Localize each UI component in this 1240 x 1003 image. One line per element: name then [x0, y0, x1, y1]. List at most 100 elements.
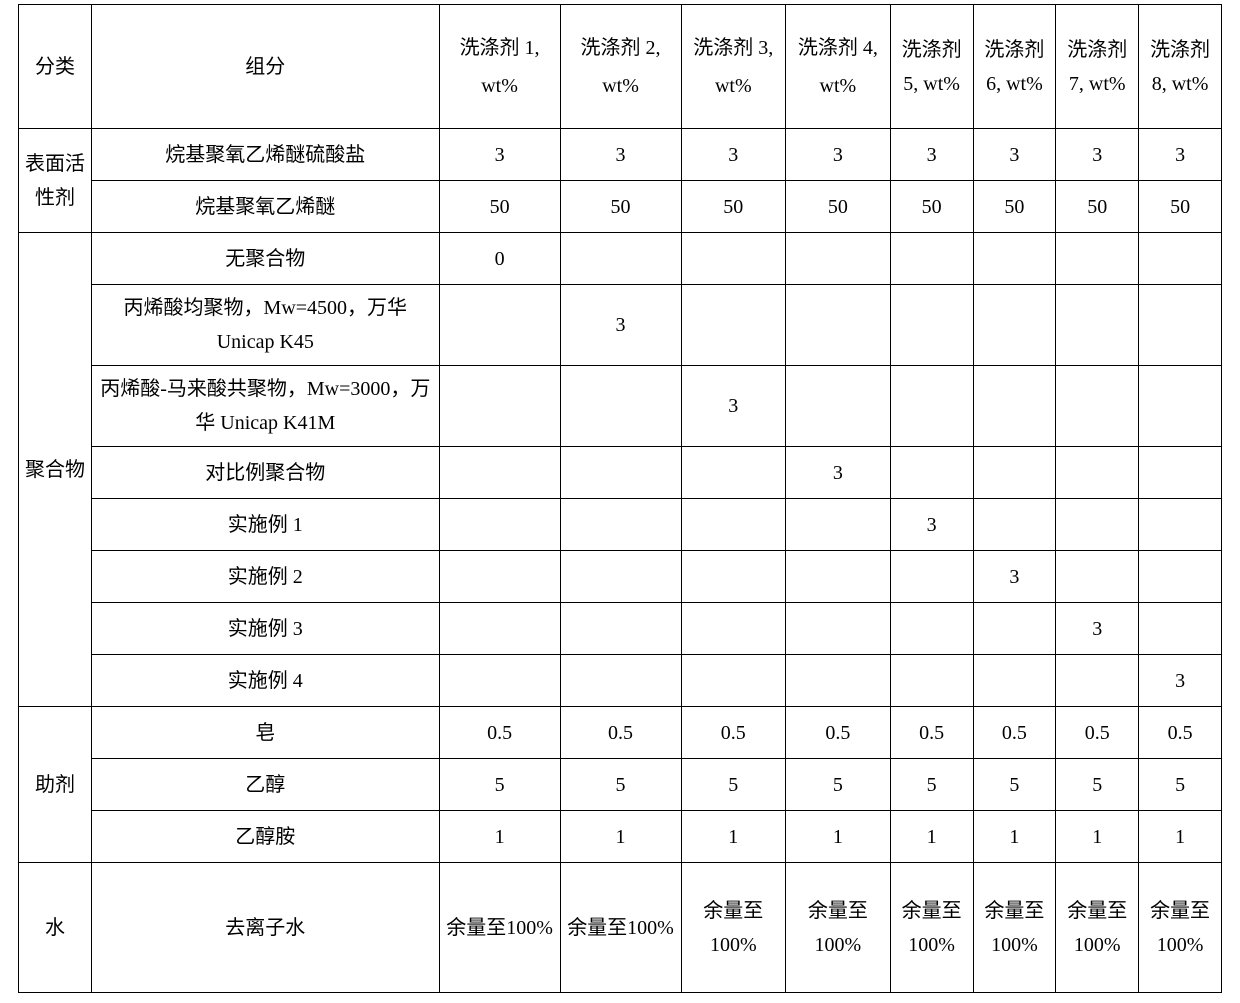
data-cell: [1056, 366, 1139, 447]
data-cell: [681, 285, 786, 366]
data-cell: 5: [681, 759, 786, 811]
component-cell: 无聚合物: [92, 233, 440, 285]
data-cell: [786, 233, 891, 285]
data-cell: [1056, 285, 1139, 366]
data-cell: [890, 447, 973, 499]
data-cell: [890, 366, 973, 447]
data-cell: 3: [786, 447, 891, 499]
data-cell: 50: [1056, 181, 1139, 233]
data-cell: 0.5: [439, 707, 560, 759]
data-cell: [439, 366, 560, 447]
data-cell: 1: [1139, 811, 1222, 863]
data-cell: 50: [973, 181, 1056, 233]
data-cell: [786, 366, 891, 447]
col-header-8: 洗涤剂 8, wt%: [1139, 5, 1222, 129]
data-cell: [560, 447, 681, 499]
data-cell: [890, 285, 973, 366]
col-header-5: 洗涤剂 5, wt%: [890, 5, 973, 129]
group-auxiliary: 助剂: [19, 707, 92, 863]
data-cell: 0.5: [1139, 707, 1222, 759]
component-cell: 对比例聚合物: [92, 447, 440, 499]
data-cell: 0.5: [560, 707, 681, 759]
component-cell: 烷基聚氧乙烯醚: [92, 181, 440, 233]
data-cell: 3: [1056, 603, 1139, 655]
data-cell: [786, 499, 891, 551]
group-surfactant: 表面活性剂: [19, 129, 92, 233]
data-cell: [890, 551, 973, 603]
data-cell: 3: [973, 129, 1056, 181]
data-cell: 5: [1056, 759, 1139, 811]
table-container: 分类 组分 洗涤剂 1, wt% 洗涤剂 2, wt% 洗涤剂 3, wt% 洗…: [18, 4, 1222, 993]
data-cell: [681, 499, 786, 551]
data-cell: 3: [560, 129, 681, 181]
data-cell: 3: [1056, 129, 1139, 181]
data-cell: 余量至100%: [1056, 863, 1139, 993]
col-header-category: 分类: [19, 5, 92, 129]
data-cell: 1: [786, 811, 891, 863]
component-cell: 乙醇胺: [92, 811, 440, 863]
data-cell: 5: [1139, 759, 1222, 811]
data-cell: 50: [1139, 181, 1222, 233]
data-cell: 5: [890, 759, 973, 811]
data-cell: [681, 655, 786, 707]
data-cell: [973, 366, 1056, 447]
data-cell: [1139, 366, 1222, 447]
data-cell: 余量至100%: [1139, 863, 1222, 993]
table-row: 水 去离子水 余量至100% 余量至100% 余量至100% 余量至100% 余…: [19, 863, 1222, 993]
data-cell: 5: [973, 759, 1056, 811]
col-header-4: 洗涤剂 4, wt%: [786, 5, 891, 129]
group-water: 水: [19, 863, 92, 993]
data-cell: 1: [1056, 811, 1139, 863]
table-row: 乙醇胺 1 1 1 1 1 1 1 1: [19, 811, 1222, 863]
data-cell: [560, 551, 681, 603]
data-cell: 0.5: [786, 707, 891, 759]
component-cell: 丙烯酸-马来酸共聚物，Mw=3000，万华 Unicap K41M: [92, 366, 440, 447]
data-cell: 1: [560, 811, 681, 863]
data-cell: [1056, 233, 1139, 285]
table-row: 表面活性剂 烷基聚氧乙烯醚硫酸盐 3 3 3 3 3 3 3 3: [19, 129, 1222, 181]
component-cell: 实施例 3: [92, 603, 440, 655]
data-cell: [1139, 551, 1222, 603]
data-cell: 0: [439, 233, 560, 285]
table-row: 对比例聚合物 3: [19, 447, 1222, 499]
data-cell: 50: [890, 181, 973, 233]
data-cell: [890, 233, 973, 285]
data-cell: [973, 233, 1056, 285]
data-cell: 余量至100%: [560, 863, 681, 993]
component-cell: 丙烯酸均聚物，Mw=4500，万华 Unicap K45: [92, 285, 440, 366]
table-row: 烷基聚氧乙烯醚 50 50 50 50 50 50 50 50: [19, 181, 1222, 233]
data-cell: [560, 233, 681, 285]
data-cell: 1: [890, 811, 973, 863]
component-cell: 皂: [92, 707, 440, 759]
data-cell: [1056, 551, 1139, 603]
data-cell: 50: [439, 181, 560, 233]
data-cell: [439, 551, 560, 603]
data-cell: [786, 603, 891, 655]
table-row: 实施例 4 3: [19, 655, 1222, 707]
data-cell: 1: [439, 811, 560, 863]
data-cell: 3: [973, 551, 1056, 603]
data-cell: 3: [1139, 655, 1222, 707]
data-cell: [439, 655, 560, 707]
data-cell: 3: [890, 129, 973, 181]
data-cell: [560, 499, 681, 551]
data-cell: 余量至100%: [890, 863, 973, 993]
table-row: 丙烯酸均聚物，Mw=4500，万华 Unicap K45 3: [19, 285, 1222, 366]
table-header: 分类 组分 洗涤剂 1, wt% 洗涤剂 2, wt% 洗涤剂 3, wt% 洗…: [19, 5, 1222, 129]
data-cell: 1: [681, 811, 786, 863]
table-row: 实施例 3 3: [19, 603, 1222, 655]
col-header-3: 洗涤剂 3, wt%: [681, 5, 786, 129]
data-cell: [1139, 233, 1222, 285]
data-cell: 余量至100%: [786, 863, 891, 993]
component-cell: 烷基聚氧乙烯醚硫酸盐: [92, 129, 440, 181]
data-cell: [973, 447, 1056, 499]
data-cell: 3: [439, 129, 560, 181]
data-cell: [1139, 499, 1222, 551]
data-cell: [786, 285, 891, 366]
data-cell: [786, 551, 891, 603]
data-cell: 5: [786, 759, 891, 811]
col-header-component: 组分: [92, 5, 440, 129]
data-cell: 3: [681, 366, 786, 447]
data-cell: 5: [439, 759, 560, 811]
data-cell: [439, 447, 560, 499]
